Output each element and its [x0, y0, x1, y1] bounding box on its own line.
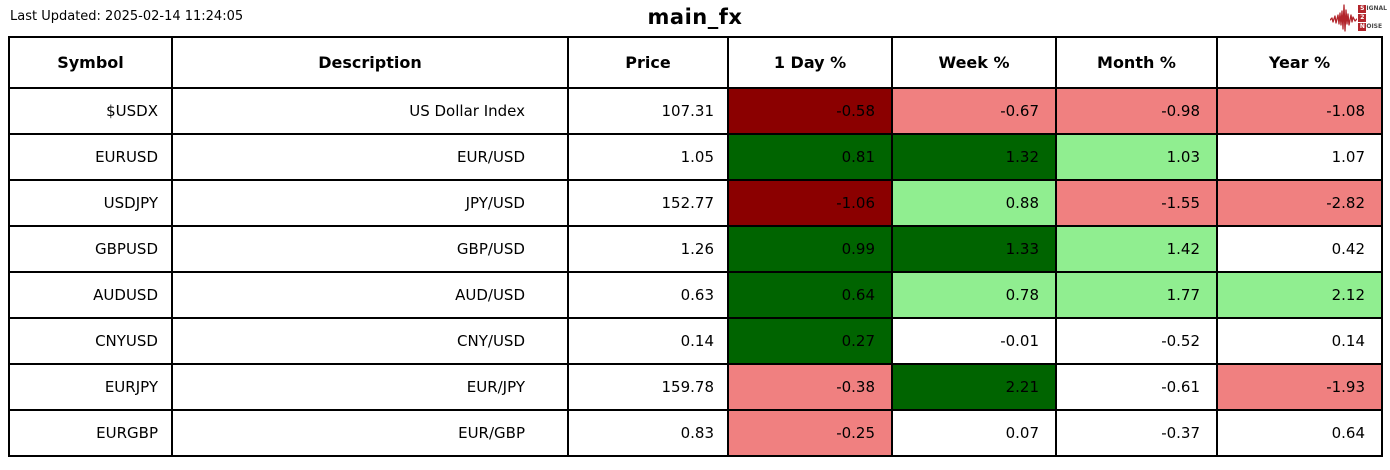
signal-2-noise-logo: S IGNAL 2 N OISE [1330, 3, 1387, 33]
change-cell: 0.07 [891, 409, 1057, 457]
table-row: USDJPY JPY/USD 152.77 -1.06 0.88 -1.55 -2.82 [8, 179, 1383, 227]
change-cell: -0.37 [1055, 409, 1218, 457]
table-row: EURUSD EUR/USD 1.05 0.81 1.32 1.03 1.07 [8, 133, 1383, 181]
logo-letter-badge: 2 [1358, 14, 1367, 22]
table-row: EURGBP EUR/GBP 0.83 -0.25 0.07 -0.37 0.64 [8, 409, 1383, 457]
table-row: EURJPY EUR/JPY 159.78 -0.38 2.21 -0.61 -1.93 [8, 363, 1383, 411]
change-cell: -0.01 [891, 317, 1057, 365]
change-cell: -1.55 [1055, 179, 1218, 227]
table-row: $USDX US Dollar Index 107.31 -0.58 -0.67 -0.9… [8, 87, 1383, 135]
change-cell: 0.14 [1216, 317, 1383, 365]
change-cell: 1.77 [1055, 271, 1218, 319]
change-cell: 1.03 [1055, 133, 1218, 181]
change-cell: -1.08 [1216, 87, 1383, 135]
column-header-symbol: Symbol [8, 36, 173, 89]
price-cell: 1.05 [567, 133, 729, 181]
symbol-cell: EURGBP [8, 409, 173, 457]
price-cell: 0.63 [567, 271, 729, 319]
description-cell: CNY/USD [171, 317, 569, 365]
change-cell: -0.52 [1055, 317, 1218, 365]
change-cell: 2.21 [891, 363, 1057, 411]
price-cell: 152.77 [567, 179, 729, 227]
change-cell: 0.42 [1216, 225, 1383, 273]
change-cell: 1.42 [1055, 225, 1218, 273]
price-cell: 159.78 [567, 363, 729, 411]
symbol-cell: CNYUSD [8, 317, 173, 365]
change-cell: 0.78 [891, 271, 1057, 319]
description-cell: GBP/USD [171, 225, 569, 273]
seismograph-waveform-icon [1330, 4, 1358, 32]
change-cell: -0.38 [727, 363, 893, 411]
column-header-1day: 1 Day % [727, 36, 893, 89]
table-row: GBPUSD GBP/USD 1.26 0.99 1.33 1.42 0.42 [8, 225, 1383, 273]
change-cell: 0.99 [727, 225, 893, 273]
description-cell: EUR/USD [171, 133, 569, 181]
change-cell: -0.58 [727, 87, 893, 135]
symbol-cell: $USDX [8, 87, 173, 135]
column-header-year: Year % [1216, 36, 1383, 89]
last-updated-text: Last Updated: 2025-02-14 11:24:05 [10, 9, 244, 24]
logo-word: 2 [1358, 14, 1387, 22]
fx-table: Symbol Description Price 1 Day % Week % … [8, 36, 1383, 457]
logo-word-rest: OISE [1366, 23, 1383, 30]
symbol-cell: EURJPY [8, 363, 173, 411]
change-cell: -0.61 [1055, 363, 1218, 411]
change-cell: 0.81 [727, 133, 893, 181]
change-cell: 0.88 [891, 179, 1057, 227]
symbol-cell: EURUSD [8, 133, 173, 181]
change-cell: -0.25 [727, 409, 893, 457]
change-cell: -0.67 [891, 87, 1057, 135]
change-cell: 2.12 [1216, 271, 1383, 319]
table-row: CNYUSD CNY/USD 0.14 0.27 -0.01 -0.52 0.14 [8, 317, 1383, 365]
change-cell: -0.98 [1055, 87, 1218, 135]
table-header-row: Symbol Description Price 1 Day % Week % … [8, 36, 1383, 89]
price-cell: 107.31 [567, 87, 729, 135]
description-cell: JPY/USD [171, 179, 569, 227]
change-cell: 1.07 [1216, 133, 1383, 181]
logo-letter-badge: S [1358, 5, 1367, 13]
price-cell: 0.14 [567, 317, 729, 365]
change-cell: -2.82 [1216, 179, 1383, 227]
column-header-week: Week % [891, 36, 1057, 89]
change-cell: 1.32 [891, 133, 1057, 181]
logo-word: N OISE [1358, 23, 1387, 31]
description-cell: EUR/GBP [171, 409, 569, 457]
change-cell: 1.33 [891, 225, 1057, 273]
table-row: AUDUSD AUD/USD 0.63 0.64 0.78 1.77 2.12 [8, 271, 1383, 319]
logo-word: S IGNAL [1358, 5, 1387, 13]
change-cell: 0.64 [1216, 409, 1383, 457]
change-cell: -1.06 [727, 179, 893, 227]
symbol-cell: GBPUSD [8, 225, 173, 273]
symbol-cell: AUDUSD [8, 271, 173, 319]
change-cell: 0.64 [727, 271, 893, 319]
description-cell: US Dollar Index [171, 87, 569, 135]
logo-letter-badge: N [1358, 23, 1367, 31]
price-cell: 0.83 [567, 409, 729, 457]
change-cell: 0.27 [727, 317, 893, 365]
logo-wordmark: S IGNAL 2 N OISE [1358, 5, 1387, 31]
symbol-cell: USDJPY [8, 179, 173, 227]
page-title: main_fx [647, 5, 743, 29]
price-cell: 1.26 [567, 225, 729, 273]
change-cell: -1.93 [1216, 363, 1383, 411]
description-cell: AUD/USD [171, 271, 569, 319]
logo-word-rest: IGNAL [1366, 5, 1387, 12]
description-cell: EUR/JPY [171, 363, 569, 411]
column-header-description: Description [171, 36, 569, 89]
column-header-price: Price [567, 36, 729, 89]
column-header-month: Month % [1055, 36, 1218, 89]
